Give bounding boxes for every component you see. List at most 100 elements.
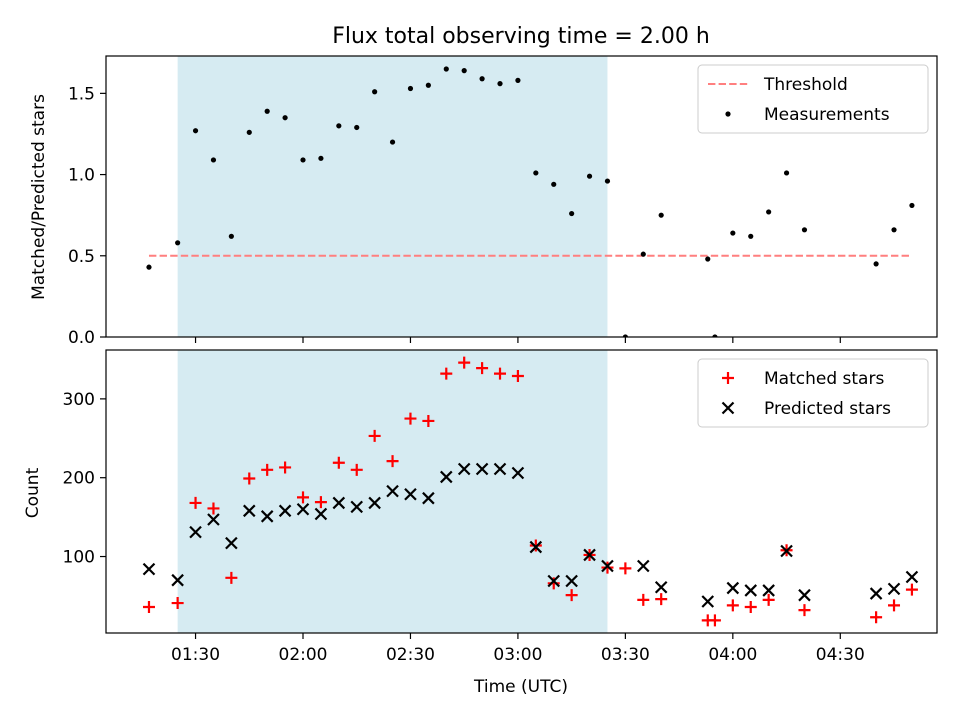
predicted-star-point: [386, 484, 399, 498]
legend-label: Threshold: [763, 75, 848, 95]
predicted-star-point: [637, 559, 650, 573]
measurement-point: [801, 227, 808, 233]
matched-star-point: [529, 539, 542, 552]
measurement-point: [497, 81, 503, 87]
legend-box: [697, 64, 929, 134]
bottom-y-tick-label: 100: [63, 548, 95, 568]
predicted-star-point: [296, 502, 310, 516]
x-tick-label: 01:30: [171, 645, 220, 665]
measurement-point: [210, 157, 217, 163]
measurement-point: [766, 209, 772, 215]
top-legend: Threshold Measurements: [697, 64, 929, 134]
measurement-point: [748, 233, 754, 239]
matched-star-point: [404, 412, 417, 425]
matched-star-point: [332, 456, 345, 469]
measurement-point: [551, 181, 557, 187]
matched-star-point: [726, 599, 739, 612]
matched-star-point: [762, 593, 775, 606]
predicted-star-point: [207, 513, 220, 526]
predicted-star-point: [529, 540, 543, 554]
matched-star-point: [511, 370, 524, 383]
predicted-star-point: [798, 588, 811, 602]
matched-star-point: [368, 429, 381, 442]
measurement-point: [533, 170, 539, 176]
x-tick-label: 04:00: [708, 645, 757, 665]
measurement-point: [372, 89, 378, 95]
measurement-point: [443, 66, 449, 72]
measurement-point: [192, 128, 199, 134]
measurement-point: [175, 240, 181, 246]
matched-star-point: [207, 502, 220, 515]
measurement-point: [658, 212, 664, 218]
predicted-star-point: [780, 544, 793, 558]
measurement-point: [730, 230, 736, 236]
matched-star-point: [870, 611, 883, 624]
top-data-points: [146, 66, 915, 337]
predicted-star-point: [726, 581, 740, 595]
measurement-point: [909, 202, 915, 209]
measurement-point: [354, 124, 360, 131]
matched-star-point: [547, 577, 560, 590]
top-y-tick-label: 0.0: [68, 328, 95, 348]
predicted-star-point: [475, 462, 489, 476]
measurement-point: [873, 261, 879, 267]
predicted-star-point: [368, 496, 381, 510]
predicted-star-point: [314, 507, 328, 521]
predicted-star-point: [744, 584, 758, 597]
predicted-star-point: [762, 584, 775, 597]
matched-star-point: [189, 496, 202, 509]
measurement-point: [425, 82, 431, 88]
measurement-point: [712, 334, 718, 337]
matched-star-point: [171, 597, 184, 610]
bottom-y-tick-label: 300: [63, 390, 95, 410]
matched-star-point: [905, 583, 918, 596]
matched-star-point: [798, 604, 811, 617]
matched-star-point: [476, 362, 489, 375]
top-observing-span: [177, 56, 608, 337]
legend-label: Matched stars: [764, 369, 884, 389]
x-tick-label: 04:30: [816, 645, 865, 665]
top-axes-frame: [105, 55, 938, 338]
matched-star-point: [708, 614, 721, 627]
legend-measurement-swatch: [725, 111, 731, 117]
matched-star-point: [261, 463, 274, 476]
predicted-star-point: [869, 587, 883, 600]
predicted-star-point: [701, 595, 715, 608]
bottom-axes-frame: [105, 349, 938, 634]
legend-box: [697, 358, 929, 428]
matched-star-point: [637, 593, 650, 606]
predicted-star-point: [404, 487, 417, 501]
chart-title: Flux total observing time = 2.00 h: [332, 24, 710, 49]
top-y-tick-label: 0.5: [68, 247, 95, 267]
matched-star-point: [619, 562, 632, 575]
measurement-point: [569, 210, 575, 217]
measurement-point: [246, 129, 252, 135]
predicted-star-point: [350, 500, 364, 514]
top-panel: 0.0 0.5 1.0 1.5 Threshold Measurements: [68, 55, 938, 348]
measurement-point: [479, 76, 485, 82]
predicted-star-point: [189, 525, 202, 539]
matched-star-point: [386, 455, 399, 468]
measurement-point: [264, 108, 270, 114]
predicted-star-point: [511, 466, 525, 480]
predicted-star-point: [601, 559, 614, 573]
measurement-point: [228, 233, 234, 239]
predicted-star-point: [260, 510, 274, 523]
predicted-star-point: [278, 504, 292, 518]
bottom-legend: Matched stars Predicted stars: [697, 358, 929, 428]
predicted-star-point: [457, 462, 471, 476]
measurement-point: [783, 170, 790, 176]
measurement-point: [389, 139, 396, 145]
predicted-star-point: [547, 574, 561, 588]
top-y-tick-label: 1.5: [68, 84, 95, 104]
matched-star-point: [279, 461, 292, 474]
matched-star-point: [225, 571, 238, 584]
measurement-point: [586, 173, 593, 179]
legend-label: Measurements: [764, 105, 890, 125]
measurement-point: [461, 68, 467, 74]
measurement-point: [604, 178, 611, 184]
predicted-star-point: [242, 504, 256, 518]
matched-star-point: [655, 593, 668, 606]
x-axis-label: Time (UTC): [473, 677, 568, 697]
